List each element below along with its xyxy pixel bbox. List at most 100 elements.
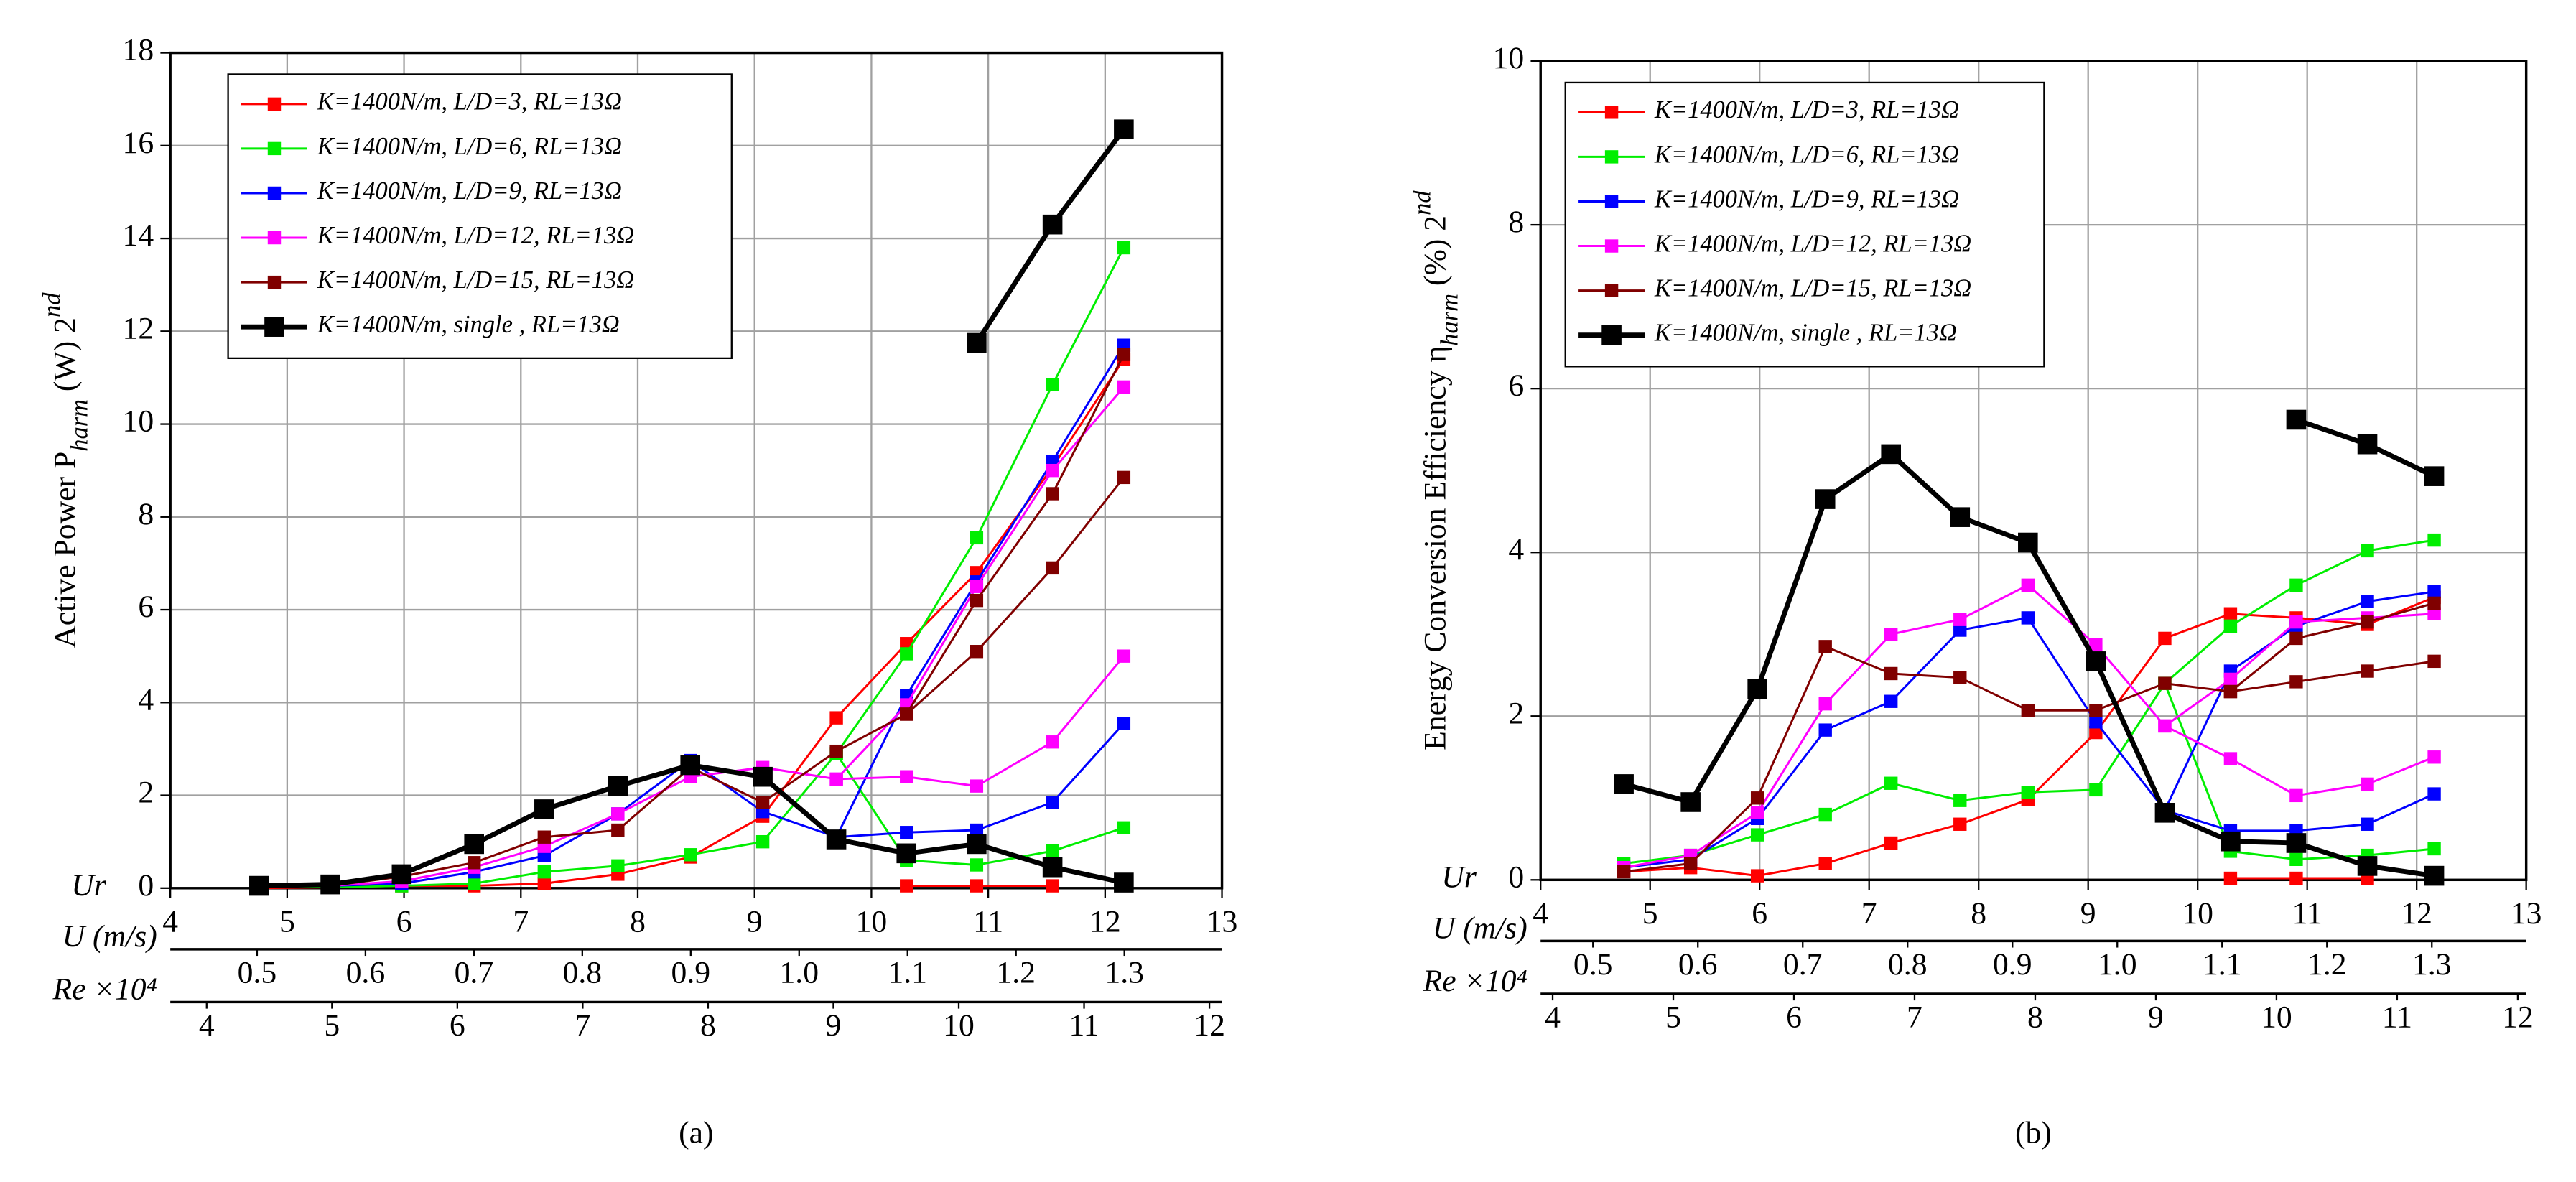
data-point xyxy=(1747,679,1767,699)
y-tick-label: 16 xyxy=(123,126,154,160)
legend-label: K=1400N/m, L/D=3, RL=13Ω xyxy=(1654,96,1959,124)
y-axis-label-part: nd xyxy=(39,292,66,317)
data-point xyxy=(2158,719,2172,733)
legend-marker xyxy=(1604,239,1619,253)
secondary-tick-label: 12 xyxy=(2502,1000,2534,1035)
data-point xyxy=(1750,828,1764,842)
data-point xyxy=(1117,348,1131,361)
x-tick-label: 6 xyxy=(396,904,412,939)
data-point xyxy=(2223,672,2238,687)
data-point xyxy=(2289,675,2303,689)
legend-marker xyxy=(264,317,284,337)
secondary-tick-label: 0.6 xyxy=(1678,947,1718,982)
data-point xyxy=(1818,640,1832,653)
legend-label: K=1400N/m, L/D=15, RL=13Ω xyxy=(1654,275,1971,302)
secondary-tick-label: 0.5 xyxy=(238,956,277,990)
series-line xyxy=(2229,602,2435,693)
series-line xyxy=(1624,596,2435,878)
data-point xyxy=(1046,796,1059,809)
y-tick-label: 8 xyxy=(138,497,154,531)
data-point xyxy=(2154,803,2175,823)
y-axis-label-part: nd xyxy=(1409,190,1436,215)
y-tick-label: 8 xyxy=(1508,205,1524,239)
panel-label: (b) xyxy=(2015,1116,2052,1150)
data-point xyxy=(1953,817,1967,831)
data-point xyxy=(2289,578,2303,592)
legend-marker xyxy=(1604,150,1619,164)
data-point xyxy=(1046,879,1059,893)
data-point xyxy=(464,834,484,855)
data-point xyxy=(1114,872,1134,893)
series-line xyxy=(1623,590,2435,869)
secondary-tick-label: 7 xyxy=(1907,1000,1922,1035)
series-line xyxy=(259,344,1125,888)
y-axis-label-part: Active Power P xyxy=(48,452,83,648)
y-tick-label: 6 xyxy=(138,590,154,624)
data-point xyxy=(1881,444,1901,465)
y-tick-label: 10 xyxy=(123,404,154,439)
data-point xyxy=(753,766,773,787)
legend-label: K=1400N/m, L/D=6, RL=13Ω xyxy=(317,133,622,160)
data-point xyxy=(2089,638,2103,652)
secondary-tick-label: 8 xyxy=(2027,1000,2043,1035)
secondary-tick-label: 6 xyxy=(450,1008,465,1043)
secondary-tick-label: 9 xyxy=(826,1008,842,1043)
legend-label: K=1400N/m, single , RL=13Ω xyxy=(317,311,620,338)
data-point xyxy=(2361,664,2374,678)
y-axis-label-part: harm xyxy=(66,399,93,452)
secondary-tick-label: 10 xyxy=(943,1008,975,1043)
data-point xyxy=(2223,684,2238,699)
y-axis-label-part: Energy Conversion Efficiency η xyxy=(1418,346,1453,750)
data-point xyxy=(1114,119,1134,139)
data-point xyxy=(970,779,984,793)
data-point xyxy=(2223,871,2238,885)
x-tick-label: 9 xyxy=(747,904,763,939)
series-line xyxy=(974,128,1126,345)
data-point xyxy=(611,859,625,872)
secondary-tick-label: 12 xyxy=(1194,1008,1225,1043)
secondary-axis-label: Re ×10⁴ xyxy=(52,972,157,1007)
y-axis-label-part: harm xyxy=(1436,294,1464,346)
secondary-tick-label: 0.6 xyxy=(346,956,386,990)
data-point xyxy=(755,834,770,849)
data-point xyxy=(2221,831,2241,852)
data-point xyxy=(755,796,770,809)
secondary-tick-label: 1.2 xyxy=(996,956,1036,990)
plot-frame xyxy=(169,51,1224,890)
x-tick-label: 8 xyxy=(1971,896,1986,931)
secondary-tick-label: 11 xyxy=(1069,1008,1099,1043)
data-point xyxy=(970,531,984,545)
data-point xyxy=(320,874,340,895)
secondary-tick-label: 6 xyxy=(1786,1000,1802,1035)
data-point xyxy=(970,645,984,659)
data-point xyxy=(2086,651,2106,671)
chart-panel: 4 5 6 7 8 9 10 11 12 13 0 2 4 6 8 10 12 14 16 18 Ur Active Po… xyxy=(39,33,1238,1150)
secondary-axis-label: Re ×10⁴ xyxy=(1423,964,1528,998)
secondary-tick-label: 1.0 xyxy=(779,956,819,990)
y-tick-label: 14 xyxy=(123,218,154,253)
data-point xyxy=(1117,649,1131,663)
series-line xyxy=(259,358,1125,890)
data-point xyxy=(2289,788,2303,803)
secondary-tick-label: 1.2 xyxy=(2307,947,2347,982)
data-point xyxy=(1884,836,1898,850)
data-point xyxy=(829,772,843,786)
data-point xyxy=(1953,671,1967,684)
data-point xyxy=(967,332,987,353)
data-point xyxy=(1818,857,1832,870)
data-point xyxy=(2427,750,2441,764)
data-point xyxy=(2223,607,2238,620)
legend-box xyxy=(227,73,733,360)
data-point xyxy=(900,770,913,783)
data-point xyxy=(2289,871,2303,885)
data-point xyxy=(970,879,984,893)
data-point xyxy=(2361,817,2374,831)
secondary-tick-label: 5 xyxy=(324,1008,340,1043)
y-tick-label: 2 xyxy=(1508,696,1524,730)
y-axis-label: Active Power Pharm (W) 2nd xyxy=(39,292,93,648)
data-point xyxy=(1042,214,1063,235)
y-tick-label: 0 xyxy=(1508,860,1524,894)
data-point xyxy=(2361,595,2374,608)
secondary-tick-label: 5 xyxy=(1665,1000,1681,1035)
secondary-tick-label: 7 xyxy=(575,1008,590,1043)
